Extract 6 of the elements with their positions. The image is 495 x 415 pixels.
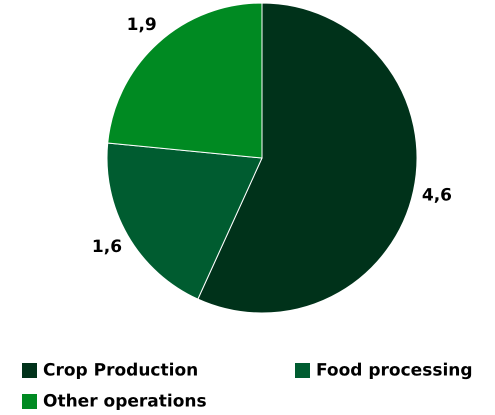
legend-label: Crop Production xyxy=(43,360,198,381)
data-label: 1,9 xyxy=(126,15,157,36)
legend-label: Other operations xyxy=(43,392,207,412)
legend-label: Food processing xyxy=(316,360,473,381)
data-label: 1,6 xyxy=(92,237,122,258)
data-label: 4,6 xyxy=(422,186,452,206)
